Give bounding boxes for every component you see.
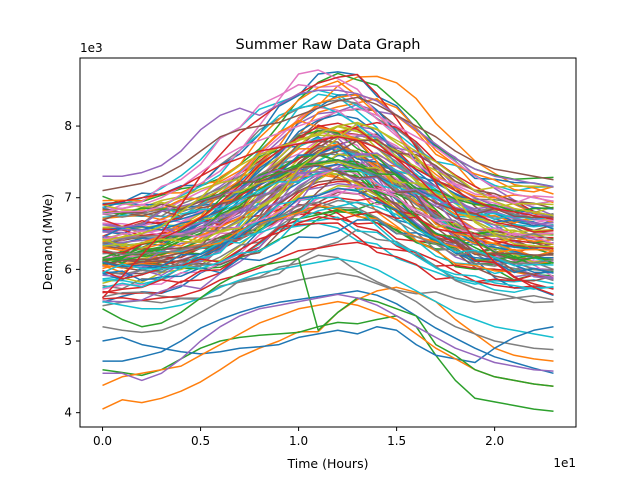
x-tick-label: 2.0 — [485, 434, 504, 448]
series-line — [102, 257, 554, 339]
series-line — [102, 126, 554, 219]
series-line — [102, 228, 554, 304]
series-line — [102, 257, 554, 387]
series-line — [102, 201, 554, 274]
series-line — [102, 254, 554, 307]
y-offset-label: 1e3 — [80, 41, 103, 55]
x-axis-label: Time (Hours) — [287, 456, 369, 471]
series-line — [102, 325, 554, 364]
series-line — [101, 73, 554, 299]
series-line — [102, 69, 554, 215]
series-line — [102, 140, 554, 267]
series-line — [102, 272, 554, 351]
series-line — [102, 134, 554, 213]
series-line — [102, 96, 554, 192]
series-line — [102, 121, 554, 242]
series-line — [102, 241, 554, 302]
series-line — [102, 197, 554, 294]
series-line — [102, 167, 554, 229]
x-tick-label: 0.5 — [191, 434, 210, 448]
series-line — [102, 122, 554, 254]
series-line — [102, 154, 554, 266]
x-tick-label: 1.5 — [387, 434, 406, 448]
series-line — [102, 196, 554, 294]
x-tick-label: 0.0 — [93, 434, 112, 448]
y-tick-label: 4 — [64, 406, 72, 420]
y-tick-label: 6 — [64, 262, 72, 276]
y-axis-label: Demand (MWe) — [40, 194, 55, 291]
x-axis-ticks: 0.0 0.5 1.0 1.5 2.0 — [93, 427, 504, 448]
series-line — [102, 201, 554, 259]
series-line — [102, 201, 554, 265]
x-tick-label: 1.0 — [289, 434, 308, 448]
series-line — [102, 145, 554, 239]
series-line — [102, 80, 554, 215]
series-line — [102, 290, 554, 375]
y-tick-label: 7 — [64, 191, 72, 205]
series-line — [102, 139, 554, 221]
y-tick-label: 8 — [64, 119, 72, 133]
series-line — [102, 136, 554, 220]
plot-frame — [79, 57, 577, 428]
series-layer — [101, 69, 554, 412]
series-line — [102, 122, 554, 248]
y-axis-ticks: 4 5 6 7 8 — [64, 119, 80, 420]
x-offset-label: 1e1 — [553, 456, 576, 470]
series-line — [102, 187, 554, 274]
series-line — [102, 293, 554, 382]
y-tick-label: 5 — [64, 334, 72, 348]
series-line — [102, 89, 554, 188]
chart-title: Summer Raw Data Graph — [236, 37, 421, 53]
series-line — [102, 94, 554, 202]
